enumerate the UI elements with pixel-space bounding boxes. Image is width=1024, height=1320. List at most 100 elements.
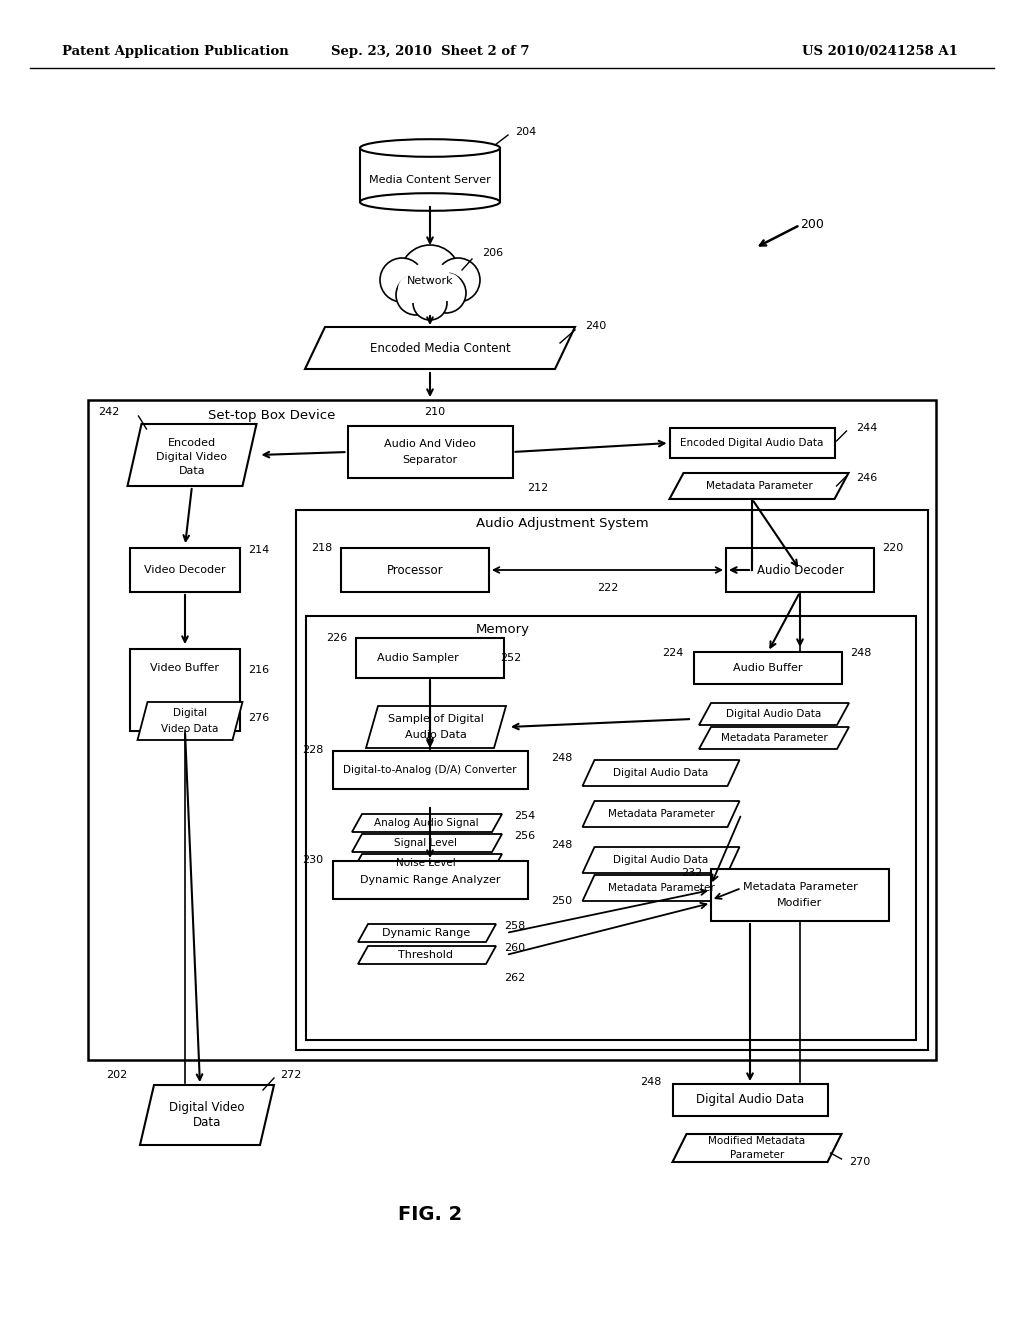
Polygon shape [583, 801, 739, 828]
Text: Encoded Digital Audio Data: Encoded Digital Audio Data [680, 438, 823, 447]
Text: 270: 270 [850, 1158, 870, 1167]
Bar [694, 652, 842, 684]
Text: Digital: Digital [173, 708, 207, 718]
Circle shape [426, 273, 466, 313]
Polygon shape [366, 706, 506, 748]
Polygon shape [358, 946, 496, 964]
Circle shape [398, 275, 426, 304]
Polygon shape [137, 702, 243, 741]
Text: Dynamic Range Analyzer: Dynamic Range Analyzer [359, 875, 501, 884]
Text: Metadata Parameter: Metadata Parameter [742, 882, 857, 892]
Text: Network: Network [407, 276, 454, 286]
Polygon shape [305, 327, 575, 370]
Polygon shape [128, 424, 256, 486]
Circle shape [408, 261, 452, 305]
Text: 218: 218 [311, 543, 332, 553]
Polygon shape [699, 704, 849, 725]
Text: Digital-to-Analog (D/A) Converter: Digital-to-Analog (D/A) Converter [343, 766, 517, 775]
Polygon shape [673, 1134, 842, 1162]
Text: 202: 202 [106, 1071, 127, 1080]
Text: Metadata Parameter: Metadata Parameter [721, 733, 827, 743]
Bar [360, 148, 500, 202]
Text: 240: 240 [585, 321, 606, 331]
Text: Audio Decoder: Audio Decoder [757, 564, 844, 577]
Text: Set-top Box Device: Set-top Box Device [208, 408, 336, 421]
Text: Digital Audio Data: Digital Audio Data [613, 855, 709, 865]
Text: 248: 248 [850, 648, 871, 657]
Text: 254: 254 [514, 810, 536, 821]
Bar [711, 869, 889, 921]
Text: Separator: Separator [402, 455, 458, 465]
Text: Processor: Processor [387, 564, 443, 577]
Text: 248: 248 [551, 752, 572, 763]
Text: 246: 246 [856, 473, 878, 483]
Bar [341, 548, 489, 591]
Polygon shape [358, 924, 496, 942]
Text: Video Decoder: Video Decoder [144, 565, 226, 576]
Polygon shape [352, 854, 502, 873]
Text: 232: 232 [681, 869, 702, 878]
Bar [726, 548, 874, 591]
Ellipse shape [360, 139, 500, 157]
Bar [333, 751, 527, 789]
Text: 226: 226 [326, 634, 347, 643]
Text: 224: 224 [662, 648, 683, 657]
Bar [333, 861, 527, 899]
Text: Data: Data [193, 1117, 221, 1130]
Polygon shape [352, 814, 502, 832]
Text: Digital Video: Digital Video [169, 1101, 245, 1114]
Text: 262: 262 [504, 973, 525, 983]
Bar [130, 649, 240, 731]
Text: Memory: Memory [476, 623, 530, 636]
Text: 258: 258 [504, 921, 525, 931]
Text: 276: 276 [248, 713, 269, 723]
Text: Digital Audio Data: Digital Audio Data [613, 768, 709, 777]
Ellipse shape [360, 193, 500, 211]
Bar [356, 638, 504, 678]
Text: 212: 212 [527, 483, 549, 492]
Text: Noise Level: Noise Level [396, 858, 456, 869]
Text: Threshold: Threshold [398, 950, 454, 960]
Text: 204: 204 [515, 127, 537, 137]
Text: Audio Adjustment System: Audio Adjustment System [476, 517, 648, 531]
Text: 252: 252 [500, 653, 521, 663]
Polygon shape [699, 727, 849, 748]
Text: Modified Metadata: Modified Metadata [709, 1137, 806, 1146]
Text: 250: 250 [551, 896, 572, 906]
Bar [130, 548, 240, 591]
Text: 222: 222 [597, 583, 618, 593]
Polygon shape [352, 834, 502, 851]
Text: Video Data: Video Data [162, 723, 219, 734]
Text: Sample of Digital: Sample of Digital [388, 714, 484, 723]
Text: 244: 244 [856, 422, 878, 433]
Text: Media Content Server: Media Content Server [369, 176, 490, 185]
Circle shape [396, 275, 436, 315]
Text: FIG. 2: FIG. 2 [398, 1205, 462, 1225]
Polygon shape [583, 875, 739, 902]
Text: Video Buffer: Video Buffer [151, 663, 219, 673]
Bar [306, 616, 916, 1040]
Bar [673, 1084, 827, 1115]
Text: Sep. 23, 2010  Sheet 2 of 7: Sep. 23, 2010 Sheet 2 of 7 [331, 45, 529, 58]
Text: Analog Audio Signal: Analog Audio Signal [374, 818, 478, 828]
Text: Audio Buffer: Audio Buffer [733, 663, 803, 673]
Text: Audio Sampler: Audio Sampler [377, 653, 459, 663]
Text: 242: 242 [98, 407, 120, 417]
Text: US 2010/0241258 A1: US 2010/0241258 A1 [802, 45, 957, 58]
Text: Signal Level: Signal Level [394, 838, 458, 847]
Text: 248: 248 [551, 840, 572, 850]
Text: Digital Video: Digital Video [157, 451, 227, 462]
Circle shape [436, 257, 480, 302]
Circle shape [434, 273, 462, 301]
Text: 214: 214 [248, 545, 269, 554]
Bar [88, 400, 936, 1060]
Text: 200: 200 [800, 219, 824, 231]
Text: 248: 248 [640, 1077, 662, 1086]
Circle shape [400, 246, 460, 305]
Text: Parameter: Parameter [730, 1150, 784, 1160]
Text: 228: 228 [302, 744, 324, 755]
Text: Metadata Parameter: Metadata Parameter [607, 809, 715, 818]
Circle shape [380, 257, 424, 302]
Bar [670, 428, 835, 458]
Text: 206: 206 [482, 248, 503, 257]
